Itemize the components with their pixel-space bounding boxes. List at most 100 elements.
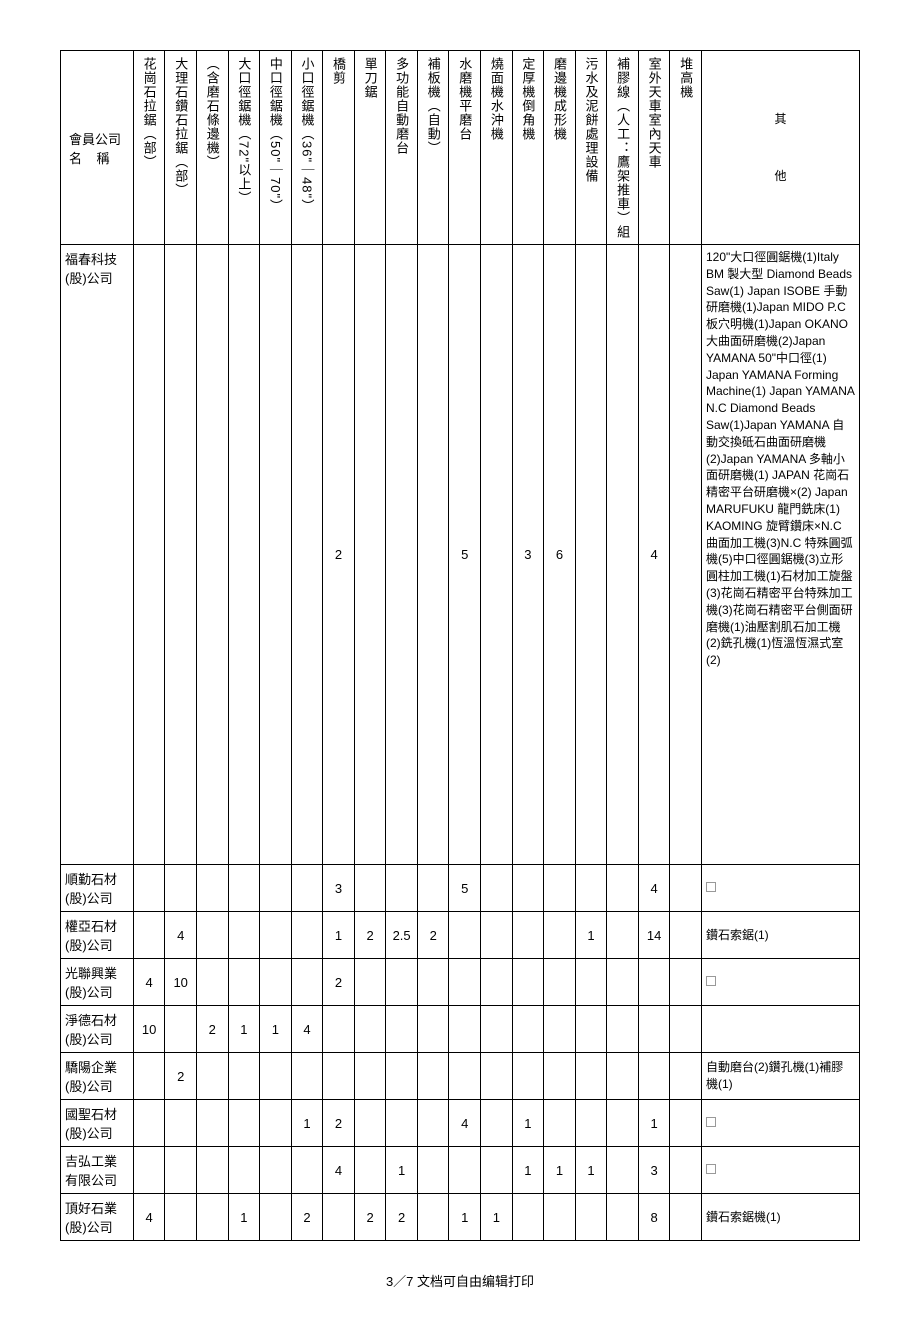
checkbox-icon bbox=[706, 882, 716, 892]
cell bbox=[165, 1100, 197, 1147]
header-col-8: 多功能自動磨台 bbox=[386, 51, 418, 245]
cell bbox=[165, 1006, 197, 1053]
header-col-label-0: 花崗石拉鋸︵部︶ bbox=[140, 57, 159, 169]
cell: 2 bbox=[417, 912, 449, 959]
cell bbox=[544, 1053, 576, 1100]
company-name: 國聖石材(股)公司 bbox=[61, 1100, 134, 1147]
cell bbox=[386, 959, 418, 1006]
cell bbox=[417, 865, 449, 912]
header-other-l2: 他 bbox=[706, 168, 855, 185]
cell bbox=[133, 1100, 165, 1147]
header-col-label-6: 橋剪 bbox=[329, 57, 348, 85]
cell bbox=[133, 1147, 165, 1194]
company-name: 順勤石材(股)公司 bbox=[61, 865, 134, 912]
cell bbox=[133, 865, 165, 912]
cell: 3 bbox=[512, 245, 544, 865]
cell bbox=[228, 1100, 260, 1147]
header-col-label-5: 小口徑鋸機︵36"｜48"︶ bbox=[297, 57, 316, 213]
cell bbox=[386, 1006, 418, 1053]
cell bbox=[575, 1006, 607, 1053]
table-row: 頂好石業(股)公司41222118鑽石索鋸機(1) bbox=[61, 1194, 860, 1241]
cell: 4 bbox=[638, 245, 670, 865]
cell bbox=[544, 959, 576, 1006]
cell bbox=[165, 1194, 197, 1241]
cell bbox=[291, 245, 323, 865]
other-cell bbox=[701, 865, 859, 912]
cell bbox=[386, 1053, 418, 1100]
cell bbox=[481, 1100, 513, 1147]
cell bbox=[575, 865, 607, 912]
other-cell: 自動磨台(2)鑽孔機(1)補膠機(1) bbox=[701, 1053, 859, 1100]
cell bbox=[260, 1194, 292, 1241]
cell bbox=[386, 865, 418, 912]
cell bbox=[291, 912, 323, 959]
cell bbox=[481, 865, 513, 912]
cell bbox=[354, 245, 386, 865]
cell bbox=[196, 865, 228, 912]
cell bbox=[291, 1053, 323, 1100]
cell bbox=[291, 959, 323, 1006]
cell bbox=[228, 1147, 260, 1194]
table-row: 吉弘工業有限公司411113 bbox=[61, 1147, 860, 1194]
cell: 2 bbox=[323, 959, 355, 1006]
cell: 1 bbox=[512, 1147, 544, 1194]
cell: 5 bbox=[449, 865, 481, 912]
cell: 10 bbox=[133, 1006, 165, 1053]
cell bbox=[386, 1100, 418, 1147]
cell bbox=[165, 1147, 197, 1194]
cell: 4 bbox=[638, 865, 670, 912]
table-row: 國聖石材(股)公司12411 bbox=[61, 1100, 860, 1147]
cell: 2 bbox=[386, 1194, 418, 1241]
cell: 4 bbox=[133, 1194, 165, 1241]
cell bbox=[575, 1100, 607, 1147]
cell bbox=[196, 912, 228, 959]
cell bbox=[481, 1006, 513, 1053]
cell bbox=[638, 1053, 670, 1100]
cell bbox=[607, 1194, 639, 1241]
other-cell bbox=[701, 1006, 859, 1053]
company-name: 驕陽企業(股)公司 bbox=[61, 1053, 134, 1100]
cell bbox=[228, 1053, 260, 1100]
cell: 4 bbox=[449, 1100, 481, 1147]
cell bbox=[165, 865, 197, 912]
cell bbox=[417, 1194, 449, 1241]
table-row: 順勤石材(股)公司354 bbox=[61, 865, 860, 912]
cell: 3 bbox=[638, 1147, 670, 1194]
cell bbox=[512, 912, 544, 959]
cell bbox=[638, 959, 670, 1006]
cell bbox=[607, 959, 639, 1006]
cell: 2 bbox=[354, 1194, 386, 1241]
cell bbox=[228, 959, 260, 1006]
cell bbox=[354, 1006, 386, 1053]
cell: 2 bbox=[323, 245, 355, 865]
company-name: 權亞石材(股)公司 bbox=[61, 912, 134, 959]
cell bbox=[670, 1053, 702, 1100]
header-col-label-13: 磨邊機成形機 bbox=[550, 57, 569, 141]
cell: 2 bbox=[291, 1194, 323, 1241]
cell bbox=[133, 912, 165, 959]
cell bbox=[449, 959, 481, 1006]
company-name: 吉弘工業有限公司 bbox=[61, 1147, 134, 1194]
cell bbox=[670, 1194, 702, 1241]
header-col-0: 花崗石拉鋸︵部︶ bbox=[133, 51, 165, 245]
cell: 2 bbox=[165, 1053, 197, 1100]
header-col-label-15: 補膠線︵人工：鷹架推車︶組 bbox=[613, 57, 632, 239]
cell: 8 bbox=[638, 1194, 670, 1241]
cell: 4 bbox=[323, 1147, 355, 1194]
cell bbox=[544, 1100, 576, 1147]
cell bbox=[449, 912, 481, 959]
header-col-1: 大理石鑽石拉鋸︵部︶ bbox=[165, 51, 197, 245]
header-col-12: 定厚機倒角機 bbox=[512, 51, 544, 245]
cell bbox=[196, 1053, 228, 1100]
cell bbox=[607, 1053, 639, 1100]
cell bbox=[481, 1147, 513, 1194]
company-name: 頂好石業(股)公司 bbox=[61, 1194, 134, 1241]
header-col-17: 堆高機 bbox=[670, 51, 702, 245]
cell bbox=[260, 959, 292, 1006]
table-row: 權亞石材(股)公司4122.52114鑽石索鋸(1) bbox=[61, 912, 860, 959]
cell: 6 bbox=[544, 245, 576, 865]
header-other: 其 他 bbox=[701, 51, 859, 245]
other-cell bbox=[701, 1147, 859, 1194]
cell bbox=[260, 865, 292, 912]
cell bbox=[354, 1147, 386, 1194]
